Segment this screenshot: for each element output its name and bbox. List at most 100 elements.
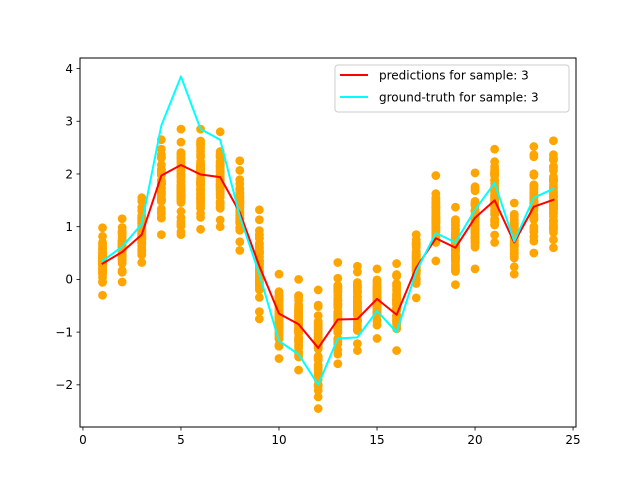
y-tick-label: 4 [65,62,73,76]
scatter-point [235,193,245,202]
scatter-point [392,290,402,299]
scatter-point [353,346,362,355]
scatter-point [98,276,107,286]
scatter-cluster [313,285,323,413]
scatter-point [176,173,186,183]
scatter-point [98,231,107,241]
scatter-point [333,359,343,369]
scatter-point [490,205,500,215]
scatter-point [509,269,519,279]
scatter-point [274,354,284,363]
line-layer [101,75,555,386]
scatter-point [333,345,343,355]
scatter-point [451,254,460,264]
scatter-point [215,184,225,193]
scatter-point [235,156,245,166]
y-tick-label: 0 [65,273,73,287]
scatter-point [333,296,343,306]
scatter-point [313,381,323,391]
scatter-point [372,316,382,326]
scatter-point [372,334,382,343]
scatter-point [470,264,480,274]
scatter-cluster [156,135,166,239]
scatter-point [98,244,107,254]
scatter-point [196,177,205,187]
ground-truth-line [101,75,555,386]
scatter-point [549,154,558,164]
scatter-point [176,193,186,203]
scatter-point [215,127,225,137]
scatter-point [372,282,382,292]
scatter-point [313,360,323,370]
y-tick-label: −1 [55,325,73,339]
scatter-point [372,300,382,310]
scatter-point [353,324,362,334]
scatter-cluster [333,258,343,369]
scatter-point [549,200,558,209]
scatter-point [470,186,480,196]
scatter-point [117,229,127,238]
scatter-point [156,213,166,223]
scatter-point [529,215,539,224]
scatter-point [215,202,225,212]
scatter-cluster [549,136,558,253]
scatter-point [431,171,441,180]
x-tick-label: 15 [369,433,384,447]
scatter-point [156,189,166,199]
scatter-cluster [529,142,539,258]
scatter-point [235,175,245,185]
scatter-point [294,365,303,375]
scatter-point [156,230,166,239]
scatter-point [313,336,323,346]
scatter-point [98,290,107,300]
scatter-point [156,151,166,161]
scatter-point [117,267,127,277]
scatter-point [137,239,147,249]
scatter-point [294,292,303,302]
scatter-point [117,214,127,224]
scatter-point [137,258,147,267]
scatter-point [215,151,225,161]
scatter-point [176,227,186,237]
scatter-point [392,270,402,280]
scatter-point [196,185,205,195]
scatter-point [470,225,480,235]
scatter-point [156,196,166,206]
scatter-point [196,224,205,234]
scatter-point [294,336,303,346]
legend-box [334,64,570,113]
scatter-point [156,204,166,214]
scatter-point [509,209,519,219]
scatter-point [470,196,480,206]
scatter-point [176,187,186,197]
scatter-point [235,246,245,255]
scatter-point [451,280,460,290]
scatter-point [254,314,264,324]
scatter-point [215,167,225,177]
scatter-point [529,248,539,258]
scatter-point [333,273,343,283]
scatter-point [549,243,558,253]
scatter-point [137,196,147,206]
scatter-point [372,264,382,274]
x-tick-label: 20 [467,433,482,447]
scatter-point [333,284,343,293]
scatter-point [313,330,323,339]
x-tick-label: 0 [79,433,87,447]
scatter-point [353,339,362,349]
scatter-point [490,157,500,167]
scatter-cluster [392,259,402,355]
scatter-point [529,236,539,246]
scatter-point [490,169,500,179]
y-axis: −2 −1 0 1 2 3 4 [55,62,80,392]
scatter-point [196,204,205,213]
scatter-point [235,237,245,247]
scatter-point [294,348,303,357]
scatter-cluster [215,127,225,232]
scatter-point [254,285,264,295]
scatter-point [509,248,519,258]
scatter-point [549,174,558,184]
y-tick-label: −2 [55,378,73,392]
scatter-point [411,253,421,263]
